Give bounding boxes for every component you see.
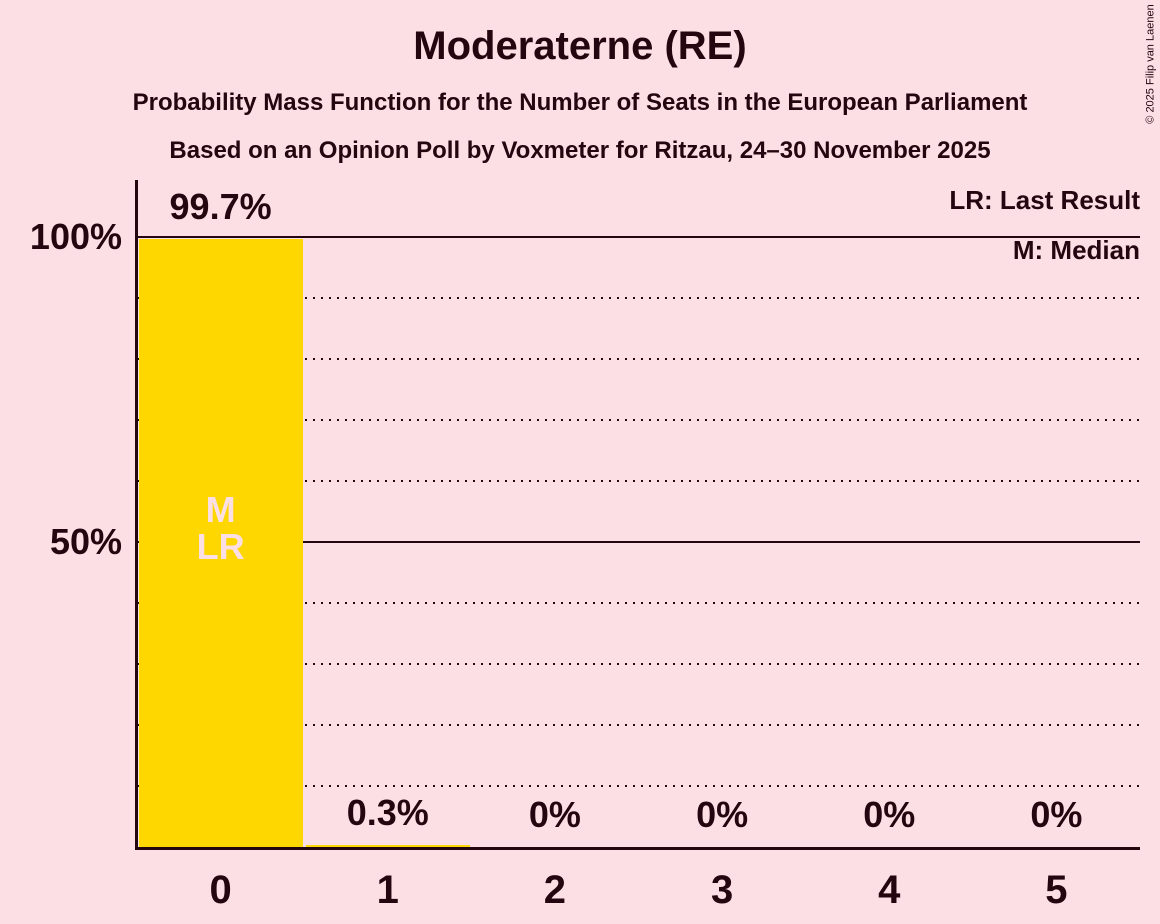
bar-seats-0 (139, 238, 304, 847)
bar-seats-1 (306, 845, 471, 847)
gridline-dotted-40pct (137, 602, 1140, 604)
copyright-notice: © 2025 Filip van Laenen (1144, 4, 1157, 124)
gridline-solid-50pct (137, 541, 1140, 543)
x-tick-label-seats-2: 2 (543, 868, 567, 912)
legend-median: M: Median (1012, 235, 1140, 265)
x-tick-label-seats-3: 3 (710, 868, 734, 912)
x-tick-label-seats-1: 1 (376, 868, 399, 912)
gridline-solid-100pct (137, 236, 1140, 238)
marker-line-lr: LR (196, 526, 245, 567)
value-label-seats-5: 0% (1030, 794, 1083, 835)
marker-line-m: M (205, 489, 236, 530)
x-tick-label-seats-0: 0 (209, 868, 232, 912)
chart-subtitle: Probability Mass Function for the Number… (132, 89, 1028, 116)
x-tick-label-seats-5: 5 (1045, 868, 1068, 912)
y-tick-label-100pct: 100% (29, 216, 122, 257)
x-axis-line (135, 847, 1140, 850)
bar-median-lastresult-marker: M LR (137, 491, 304, 565)
gridline-dotted-70pct (137, 419, 1140, 421)
value-label-seats-4: 0% (863, 794, 916, 835)
value-label-seats-0: 99.7% (169, 185, 272, 227)
x-tick-label-seats-4: 4 (878, 868, 901, 912)
chart-source-line: Based on an Opinion Poll by Voxmeter for… (169, 137, 991, 164)
page-title: Moderaterne (RE) (413, 24, 747, 68)
gridline-dotted-60pct (137, 480, 1140, 482)
value-label-seats-2: 0% (528, 794, 581, 835)
y-tick-label-50pct: 50% (49, 521, 122, 562)
gridline-dotted-30pct (137, 663, 1140, 665)
gridline-dotted-80pct (137, 358, 1140, 360)
value-label-seats-3: 0% (696, 794, 749, 835)
gridline-dotted-90pct (137, 297, 1140, 299)
legend-last-result: LR: Last Result (949, 185, 1140, 215)
gridline-dotted-20pct (137, 724, 1140, 726)
value-label-seats-1: 0.3% (346, 792, 429, 834)
y-axis-line (135, 180, 138, 850)
gridline-dotted-10pct (137, 785, 1140, 787)
